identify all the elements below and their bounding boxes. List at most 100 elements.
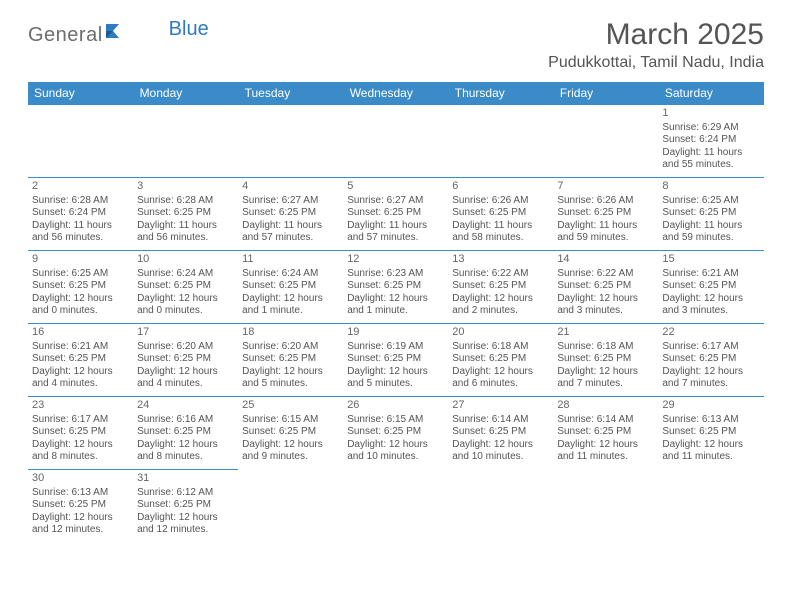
day-number: 7 (557, 180, 654, 194)
sunset-text: Sunset: 6:25 PM (32, 426, 129, 439)
day-number: 11 (242, 253, 339, 267)
calendar-cell: 19Sunrise: 6:19 AMSunset: 6:25 PMDayligh… (343, 324, 448, 397)
sunset-text: Sunset: 6:25 PM (662, 353, 759, 366)
day-number: 8 (662, 180, 759, 194)
calendar-cell: 27Sunrise: 6:14 AMSunset: 6:25 PMDayligh… (448, 397, 553, 470)
sunrise-text: Sunrise: 6:14 AM (452, 414, 549, 427)
day-number: 5 (347, 180, 444, 194)
day-number: 15 (662, 253, 759, 267)
sunrise-text: Sunrise: 6:28 AM (32, 195, 129, 208)
sunset-text: Sunset: 6:25 PM (242, 207, 339, 220)
sunrise-text: Sunrise: 6:28 AM (137, 195, 234, 208)
calendar-cell: 18Sunrise: 6:20 AMSunset: 6:25 PMDayligh… (238, 324, 343, 397)
sunrise-text: Sunrise: 6:20 AM (137, 341, 234, 354)
calendar-cell: 30Sunrise: 6:13 AMSunset: 6:25 PMDayligh… (28, 470, 133, 541)
calendar-cell (238, 470, 343, 541)
sunrise-text: Sunrise: 6:12 AM (137, 487, 234, 500)
dayname-sat: Saturday (658, 82, 763, 105)
sunrise-text: Sunrise: 6:26 AM (557, 195, 654, 208)
calendar-row: 23Sunrise: 6:17 AMSunset: 6:25 PMDayligh… (28, 397, 764, 470)
day-number: 17 (137, 326, 234, 340)
day-number: 12 (347, 253, 444, 267)
sunset-text: Sunset: 6:25 PM (137, 499, 234, 512)
sunrise-text: Sunrise: 6:15 AM (242, 414, 339, 427)
sunset-text: Sunset: 6:25 PM (662, 207, 759, 220)
daylight-text: Daylight: 11 hours and 56 minutes. (137, 220, 234, 245)
sunset-text: Sunset: 6:24 PM (662, 134, 759, 147)
sunrise-text: Sunrise: 6:13 AM (32, 487, 129, 500)
daylight-text: Daylight: 11 hours and 57 minutes. (242, 220, 339, 245)
day-number: 6 (452, 180, 549, 194)
sunset-text: Sunset: 6:25 PM (137, 207, 234, 220)
daylight-text: Daylight: 11 hours and 59 minutes. (662, 220, 759, 245)
sunrise-text: Sunrise: 6:29 AM (662, 122, 759, 135)
dayname-thu: Thursday (448, 82, 553, 105)
daylight-text: Daylight: 12 hours and 12 minutes. (137, 512, 234, 537)
sunset-text: Sunset: 6:25 PM (557, 426, 654, 439)
calendar-row: 30Sunrise: 6:13 AMSunset: 6:25 PMDayligh… (28, 470, 764, 541)
flag-icon (105, 22, 127, 45)
daylight-text: Daylight: 12 hours and 12 minutes. (32, 512, 129, 537)
calendar-cell: 25Sunrise: 6:15 AMSunset: 6:25 PMDayligh… (238, 397, 343, 470)
daylight-text: Daylight: 11 hours and 58 minutes. (452, 220, 549, 245)
calendar-cell: 17Sunrise: 6:20 AMSunset: 6:25 PMDayligh… (133, 324, 238, 397)
sunrise-text: Sunrise: 6:18 AM (557, 341, 654, 354)
daylight-text: Daylight: 12 hours and 7 minutes. (557, 366, 654, 391)
sunrise-text: Sunrise: 6:14 AM (557, 414, 654, 427)
daylight-text: Daylight: 12 hours and 8 minutes. (32, 439, 129, 464)
sunrise-text: Sunrise: 6:24 AM (242, 268, 339, 281)
calendar-cell: 22Sunrise: 6:17 AMSunset: 6:25 PMDayligh… (658, 324, 763, 397)
sunset-text: Sunset: 6:25 PM (347, 280, 444, 293)
calendar-cell: 4Sunrise: 6:27 AMSunset: 6:25 PMDaylight… (238, 178, 343, 251)
sunrise-text: Sunrise: 6:27 AM (242, 195, 339, 208)
dayname-wed: Wednesday (343, 82, 448, 105)
sunset-text: Sunset: 6:25 PM (452, 426, 549, 439)
sunset-text: Sunset: 6:25 PM (137, 280, 234, 293)
page-title: March 2025 (548, 18, 764, 52)
daylight-text: Daylight: 12 hours and 10 minutes. (452, 439, 549, 464)
calendar-cell: 14Sunrise: 6:22 AMSunset: 6:25 PMDayligh… (553, 251, 658, 324)
header: General Blue March 2025 Pudukkottai, Tam… (28, 18, 764, 72)
calendar-cell: 9Sunrise: 6:25 AMSunset: 6:25 PMDaylight… (28, 251, 133, 324)
calendar-cell: 12Sunrise: 6:23 AMSunset: 6:25 PMDayligh… (343, 251, 448, 324)
daylight-text: Daylight: 12 hours and 4 minutes. (32, 366, 129, 391)
sunset-text: Sunset: 6:25 PM (452, 207, 549, 220)
day-number: 16 (32, 326, 129, 340)
calendar-cell: 16Sunrise: 6:21 AMSunset: 6:25 PMDayligh… (28, 324, 133, 397)
calendar-cell: 2Sunrise: 6:28 AMSunset: 6:24 PMDaylight… (28, 178, 133, 251)
calendar-cell (133, 105, 238, 178)
calendar-cell (553, 470, 658, 541)
sunset-text: Sunset: 6:25 PM (452, 353, 549, 366)
calendar-cell: 11Sunrise: 6:24 AMSunset: 6:25 PMDayligh… (238, 251, 343, 324)
day-number: 27 (452, 399, 549, 413)
daylight-text: Daylight: 12 hours and 3 minutes. (662, 293, 759, 318)
day-number: 3 (137, 180, 234, 194)
calendar-cell (553, 105, 658, 178)
calendar-cell: 6Sunrise: 6:26 AMSunset: 6:25 PMDaylight… (448, 178, 553, 251)
sunrise-text: Sunrise: 6:13 AM (662, 414, 759, 427)
sunset-text: Sunset: 6:25 PM (557, 353, 654, 366)
day-number: 25 (242, 399, 339, 413)
sunrise-text: Sunrise: 6:21 AM (32, 341, 129, 354)
daylight-text: Daylight: 12 hours and 0 minutes. (137, 293, 234, 318)
sunset-text: Sunset: 6:24 PM (32, 207, 129, 220)
daylight-text: Daylight: 12 hours and 2 minutes. (452, 293, 549, 318)
calendar-cell: 3Sunrise: 6:28 AMSunset: 6:25 PMDaylight… (133, 178, 238, 251)
sunrise-text: Sunrise: 6:20 AM (242, 341, 339, 354)
day-number: 9 (32, 253, 129, 267)
sunrise-text: Sunrise: 6:18 AM (452, 341, 549, 354)
calendar-cell: 10Sunrise: 6:24 AMSunset: 6:25 PMDayligh… (133, 251, 238, 324)
day-number: 2 (32, 180, 129, 194)
sunset-text: Sunset: 6:25 PM (557, 280, 654, 293)
calendar-row: 16Sunrise: 6:21 AMSunset: 6:25 PMDayligh… (28, 324, 764, 397)
calendar-cell: 8Sunrise: 6:25 AMSunset: 6:25 PMDaylight… (658, 178, 763, 251)
sunset-text: Sunset: 6:25 PM (242, 426, 339, 439)
day-number: 4 (242, 180, 339, 194)
day-number: 10 (137, 253, 234, 267)
sunrise-text: Sunrise: 6:15 AM (347, 414, 444, 427)
daylight-text: Daylight: 12 hours and 5 minutes. (347, 366, 444, 391)
day-number: 13 (452, 253, 549, 267)
sunrise-text: Sunrise: 6:23 AM (347, 268, 444, 281)
daylight-text: Daylight: 12 hours and 0 minutes. (32, 293, 129, 318)
day-number: 22 (662, 326, 759, 340)
